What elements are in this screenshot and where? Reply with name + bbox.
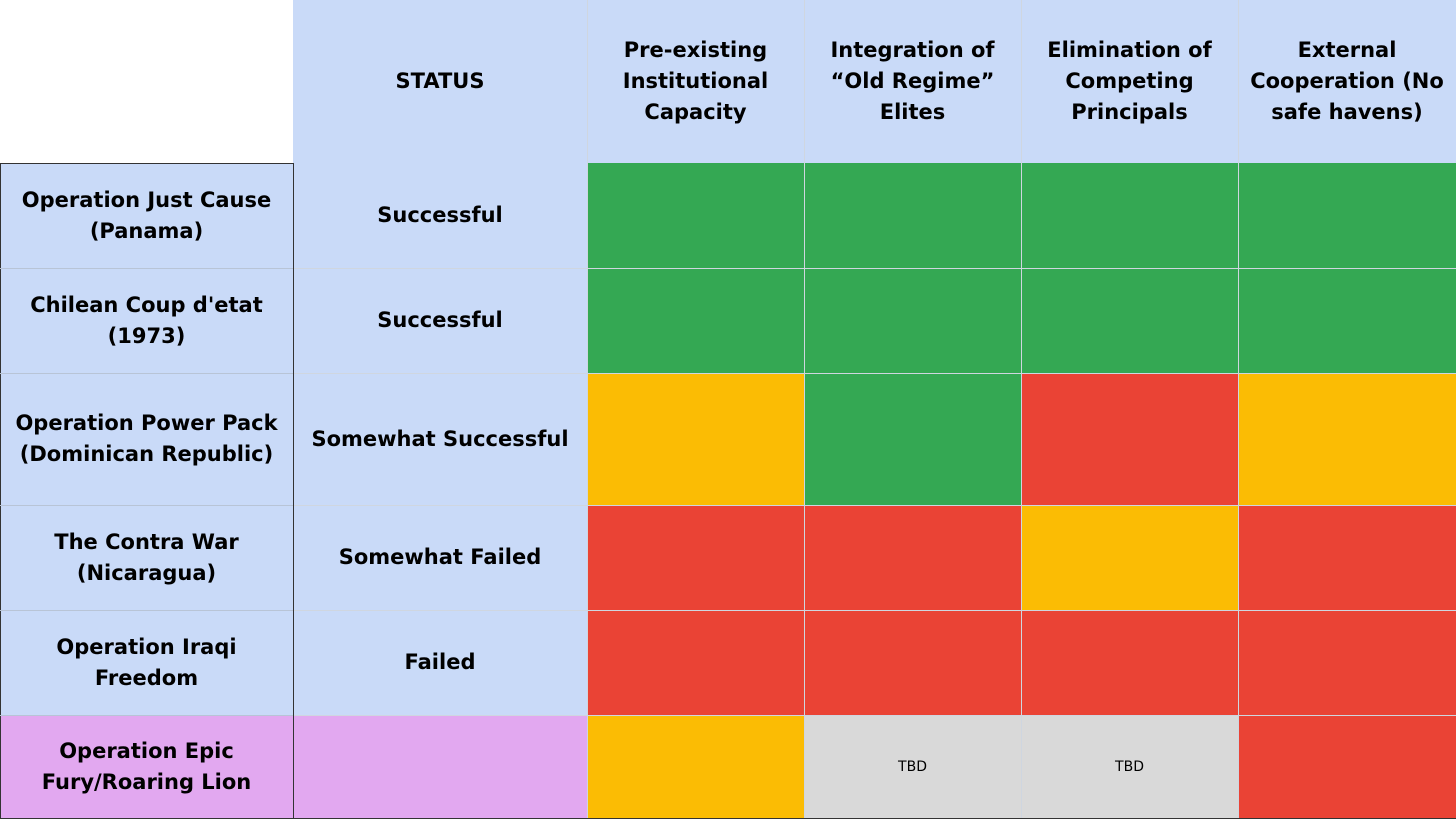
- rating-cell-red: [1021, 610, 1238, 715]
- column-header-label: External Cooperation (No safe havens): [1250, 38, 1444, 124]
- status-cell: Successful: [293, 268, 587, 373]
- rating-cell-green: [804, 373, 1021, 505]
- status-text: Somewhat Successful: [311, 426, 569, 451]
- status-cell: Failed: [293, 610, 587, 715]
- row-label-text: The Contra War (Nicaragua): [54, 529, 239, 585]
- status-text: Somewhat Failed: [338, 545, 542, 569]
- rating-cell-yellow: [587, 373, 804, 505]
- row-label-text: Operation Iraqi Freedom: [56, 634, 237, 690]
- rating-cell-green: [1238, 163, 1456, 268]
- row-label: Operation Just Cause (Panama): [0, 163, 293, 268]
- rating-cell-text: TBD: [1115, 759, 1144, 775]
- status-cell: [293, 715, 587, 819]
- column-header-label: STATUS: [395, 69, 485, 93]
- column-header: Pre-existing Institutional Capacity: [587, 0, 804, 163]
- column-header: Elimination of Competing Principals: [1021, 0, 1238, 163]
- rating-cell-green: [1021, 268, 1238, 373]
- column-header-label: Elimination of Competing Principals: [1047, 38, 1212, 124]
- status-text: Failed: [404, 650, 476, 674]
- status-text: Successful: [377, 203, 503, 227]
- rating-cell-red: [1238, 505, 1456, 610]
- rating-cell-yellow: [1021, 505, 1238, 610]
- rating-cell-green: [587, 268, 804, 373]
- rating-cell-red: [587, 610, 804, 715]
- row-label: The Contra War (Nicaragua): [0, 505, 293, 610]
- rating-cell-gray: TBD: [804, 715, 1021, 819]
- column-header-label: Integration of “Old Regime” Elites: [830, 38, 995, 124]
- rating-cell-red: [804, 505, 1021, 610]
- column-header: External Cooperation (No safe havens): [1238, 0, 1456, 163]
- rating-cell-green: [804, 268, 1021, 373]
- row-label: Operation Iraqi Freedom: [0, 610, 293, 715]
- rating-cell-gray: TBD: [1021, 715, 1238, 819]
- status-cell: Somewhat Failed: [293, 505, 587, 610]
- rating-cell-green: [587, 163, 804, 268]
- rating-cell-red: [1238, 610, 1456, 715]
- rating-cell-red: [1238, 715, 1456, 819]
- row-label-text: Operation Just Cause (Panama): [21, 187, 272, 243]
- rating-cell-text: TBD: [898, 759, 927, 775]
- row-label: Chilean Coup d'etat (1973): [0, 268, 293, 373]
- rating-cell-yellow: [587, 715, 804, 819]
- rating-cell-green: [1238, 268, 1456, 373]
- rating-cell-red: [804, 610, 1021, 715]
- rating-cell-red: [1021, 373, 1238, 505]
- row-label-text: Operation Power Pack (Dominican Republic…: [15, 411, 278, 466]
- status-text: Successful: [377, 308, 503, 332]
- row-label-text: Operation Epic Fury/Roaring Lion: [41, 739, 252, 794]
- rating-cell-green: [804, 163, 1021, 268]
- rating-cell-green: [1021, 163, 1238, 268]
- column-header-label: Pre-existing Institutional Capacity: [622, 38, 769, 124]
- row-label-text: Chilean Coup d'etat (1973): [30, 292, 263, 348]
- row-label: Operation Power Pack (Dominican Republic…: [0, 373, 293, 505]
- row-label: Operation Epic Fury/Roaring Lion: [0, 715, 293, 819]
- rating-cell-red: [587, 505, 804, 610]
- status-cell: Somewhat Successful: [293, 373, 587, 505]
- corner-cell: [0, 0, 293, 163]
- column-header: Integration of “Old Regime” Elites: [804, 0, 1021, 163]
- status-cell: Successful: [293, 163, 587, 268]
- rating-cell-yellow: [1238, 373, 1456, 505]
- column-header: STATUS: [293, 0, 587, 163]
